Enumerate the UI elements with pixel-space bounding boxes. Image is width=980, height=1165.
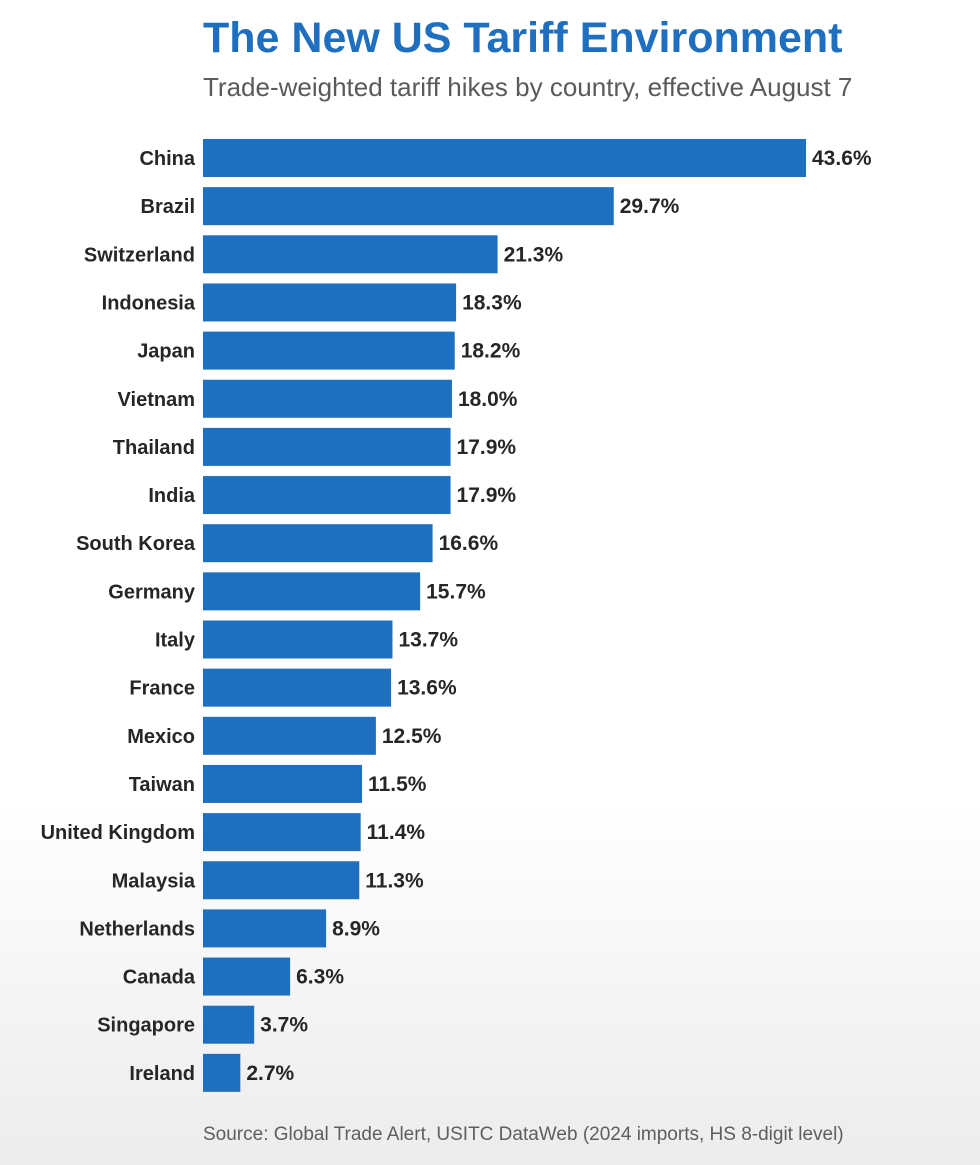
bar-switzerland [203,235,498,274]
value-label: 18.2% [461,340,521,363]
bar-netherlands [203,909,327,948]
chart-subtitle: Trade-weighted tariff hikes by country, … [203,72,853,102]
value-label: 13.6% [397,677,457,700]
bar-ireland [203,1053,241,1092]
bar-germany [203,572,421,611]
category-label: Italy [155,630,196,652]
bar-italy [203,620,393,659]
category-label: Germany [108,581,196,603]
bar-japan [203,331,455,370]
chart-title: The New US Tariff Environment [203,14,843,62]
category-label: Switzerland [84,244,195,266]
bar-thailand [203,427,451,466]
category-label: Netherlands [79,918,195,940]
value-label: 8.9% [332,917,380,940]
bar-south-korea [203,524,433,563]
category-label: China [139,148,195,170]
category-label: Taiwan [129,774,195,796]
value-label: 29.7% [620,195,680,218]
value-label: 11.3% [365,869,424,892]
value-label: 2.7% [246,1062,294,1085]
bar-chart: China 43.6% Brazil 29.7% Switzerland 21.3% Ind… [41,139,872,1092]
category-label: Vietnam [118,389,195,411]
category-label: France [129,678,195,700]
bar-brazil [203,187,614,226]
value-label: 18.3% [462,291,522,314]
bar-taiwan [203,764,363,803]
value-label: 21.3% [504,243,564,266]
value-label: 12.5% [382,725,442,748]
value-label: 13.7% [398,629,458,652]
category-label: United Kingdom [41,822,195,844]
category-label: India [148,485,196,507]
bar-canada [203,957,291,996]
bar-malaysia [203,861,360,900]
category-label: Thailand [113,437,195,459]
value-label: 3.7% [260,1014,308,1037]
category-label: Brazil [141,196,195,218]
value-label: 15.7% [426,580,486,603]
bar-mexico [203,716,376,755]
bar-united-kingdom [203,813,361,852]
bar-vietnam [203,379,452,418]
category-label: Canada [123,967,196,989]
value-label: 43.6% [812,147,872,170]
category-label: South Korea [76,533,196,555]
value-label: 16.6% [439,532,499,555]
category-label: Indonesia [102,292,196,314]
value-label: 17.9% [457,436,517,459]
bar-singapore [203,1005,255,1044]
category-label: Japan [137,341,195,363]
bar-france [203,668,392,707]
bar-india [203,476,451,515]
bar-indonesia [203,283,457,322]
category-label: Ireland [129,1063,195,1085]
category-label: Mexico [127,726,195,748]
category-label: Malaysia [112,870,196,892]
value-label: 11.5% [368,773,427,796]
value-label: 11.4% [367,821,426,844]
value-label: 6.3% [296,966,344,989]
bar-china [203,139,806,177]
value-label: 18.0% [458,388,518,411]
chart-source: Source: Global Trade Alert, USITC DataWe… [203,1124,844,1145]
value-label: 17.9% [457,484,517,507]
category-label: Singapore [97,1015,195,1037]
